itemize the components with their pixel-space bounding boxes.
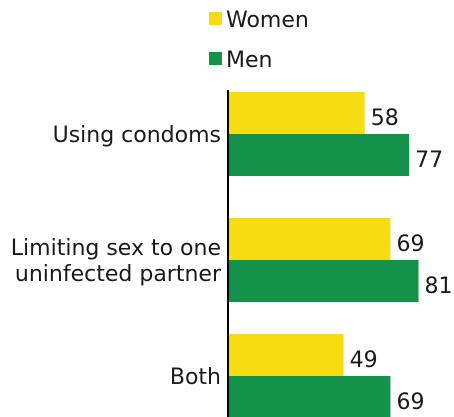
legend-swatch-women [209, 12, 222, 25]
bar-men [229, 260, 419, 302]
legend-swatch-men [209, 52, 222, 65]
category-label: Limiting sex to one uninfected partner [11, 236, 222, 287]
data-label: 69 [396, 232, 424, 257]
bar-men [229, 134, 410, 176]
data-label: 77 [415, 148, 443, 173]
legend: Women Men [209, 8, 309, 73]
category-label: Using condoms [53, 123, 221, 148]
bar-women [229, 92, 365, 134]
data-label: 69 [396, 390, 424, 415]
legend-label-women: Women [226, 8, 309, 33]
data-label: 81 [425, 274, 453, 299]
data-label: 49 [350, 348, 378, 373]
plot-area: Using condoms 58 77 Limiting sex to one unin… [11, 92, 453, 417]
category-label: Both [170, 365, 221, 390]
legend-label-men: Men [226, 48, 272, 73]
bar-women [229, 218, 391, 260]
bar-men [229, 376, 391, 417]
data-label: 58 [371, 106, 399, 131]
bar-women [229, 334, 344, 376]
